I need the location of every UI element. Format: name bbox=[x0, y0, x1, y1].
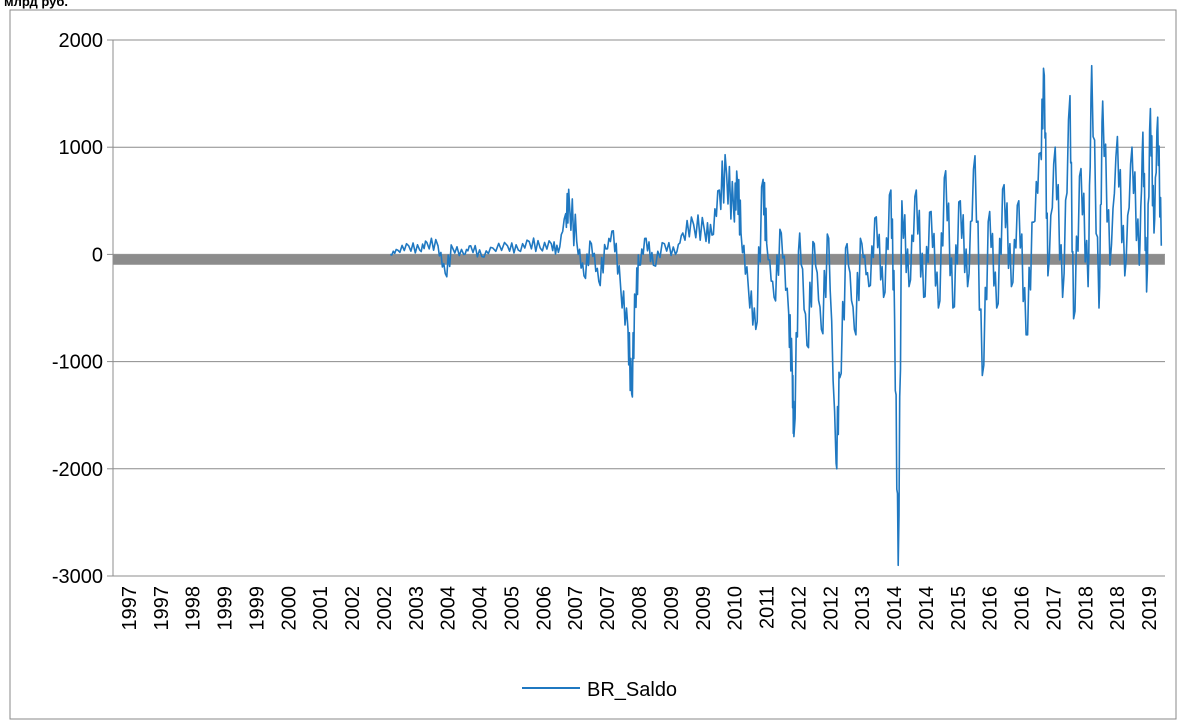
x-tick-label: 1999 bbox=[215, 586, 237, 631]
series-line-br-saldo bbox=[390, 64, 1163, 567]
x-tick-label: 2002 bbox=[342, 586, 364, 631]
x-tick-label: 1998 bbox=[183, 586, 205, 631]
y-tick-label: 2000 bbox=[59, 30, 104, 52]
grid bbox=[107, 39, 1165, 577]
legend-label-br-saldo: BR_Saldo bbox=[587, 679, 677, 701]
y-tick-label: -2000 bbox=[52, 459, 103, 481]
x-tick-label: 2010 bbox=[725, 586, 747, 631]
x-tick-label: 2013 bbox=[852, 586, 874, 631]
x-tick-label: 2012 bbox=[788, 586, 810, 631]
series-layer bbox=[113, 64, 1165, 567]
x-tick-label: 2001 bbox=[310, 586, 332, 631]
unit-label: млрд руб. bbox=[4, 0, 68, 9]
x-tick-label: 1997 bbox=[151, 586, 173, 631]
chart-border bbox=[9, 9, 1177, 720]
x-tick-label: 2014 bbox=[884, 586, 906, 631]
x-tick-label: 2009 bbox=[661, 586, 683, 631]
x-tick-label: 2019 bbox=[1139, 586, 1161, 631]
x-tick-label: 2018 bbox=[1075, 586, 1097, 631]
x-tick-label: 2011 bbox=[757, 586, 779, 629]
x-tick-label: 2007 bbox=[597, 586, 619, 631]
legend: BR_Saldo bbox=[522, 679, 677, 701]
x-tick-label: 2002 bbox=[374, 586, 396, 631]
x-axis-tick-labels: 1997 1997 1998 1999 1999 2000 2001 2002 2002 2003… bbox=[119, 586, 1161, 631]
x-tick-label: 2000 bbox=[278, 586, 300, 631]
x-tick-label: 2015 bbox=[948, 586, 970, 631]
y-axis-tick-labels: 2000 1000 0 -1000 -2000 -3000 bbox=[52, 30, 103, 588]
y-tick-label: 1000 bbox=[59, 137, 104, 159]
x-tick-label: 2016 bbox=[980, 586, 1002, 631]
x-tick-label: 1997 bbox=[119, 586, 141, 631]
y-tick-label: 0 bbox=[92, 244, 103, 266]
x-tick-label: 2006 bbox=[533, 586, 555, 631]
x-tick-label: 2004 bbox=[438, 586, 460, 631]
x-tick-label: 2014 bbox=[916, 586, 938, 631]
x-tick-label: 2008 bbox=[629, 586, 651, 631]
x-tick-label: 2018 bbox=[1107, 586, 1129, 631]
x-tick-label: 2016 bbox=[1012, 586, 1034, 631]
x-tick-label: 2005 bbox=[501, 586, 523, 631]
x-tick-label: 2004 bbox=[470, 586, 492, 631]
x-tick-label: 2012 bbox=[820, 586, 842, 631]
x-tick-label: 2003 bbox=[406, 586, 428, 631]
x-tick-label: 2017 bbox=[1043, 586, 1065, 631]
x-tick-label: 1999 bbox=[246, 586, 268, 631]
x-tick-label: 2007 bbox=[565, 586, 587, 631]
x-tick-label: 2009 bbox=[693, 586, 715, 631]
y-tick-label: -3000 bbox=[52, 566, 103, 588]
y-tick-label: -1000 bbox=[52, 352, 103, 374]
